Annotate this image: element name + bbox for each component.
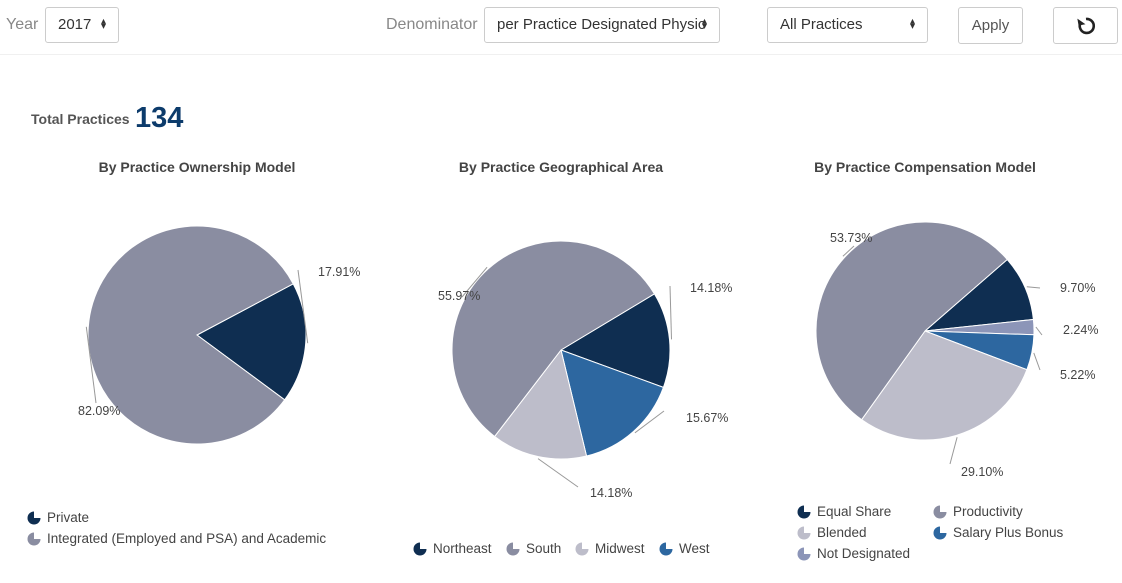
label-connector bbox=[842, 245, 855, 257]
legend-item[interactable]: Productivity bbox=[933, 504, 1023, 519]
pie-slice-private[interactable] bbox=[196, 283, 307, 401]
legend-label: South bbox=[526, 541, 562, 556]
pie-slice-integrated-employed-and-psa-and-academic[interactable] bbox=[87, 225, 294, 445]
legend-label: Not Designated bbox=[817, 546, 911, 561]
legend-label: Midwest bbox=[595, 541, 645, 556]
data-label: 82.09% bbox=[78, 404, 120, 418]
legend-item[interactable]: Northeast bbox=[413, 541, 492, 556]
denominator-label: Denominator bbox=[386, 16, 478, 33]
data-label: 29.10% bbox=[961, 465, 1003, 479]
legend-item[interactable]: Blended bbox=[797, 525, 867, 540]
refresh-icon bbox=[1076, 17, 1095, 35]
denominator-select[interactable]: per Practice Designated Physic ▴▾ bbox=[484, 7, 720, 43]
denominator-select-value: per Practice Designated Physic bbox=[497, 16, 706, 33]
year-select[interactable]: 2017 ▴▾ bbox=[45, 7, 119, 43]
pie-legend-icon bbox=[933, 526, 947, 540]
pie-slice-south[interactable] bbox=[451, 240, 656, 438]
legend-label: Salary Plus Bonus bbox=[953, 525, 1064, 540]
chart-title-compensation: By Practice Compensation Model bbox=[814, 159, 1036, 175]
label-connector bbox=[297, 269, 309, 344]
reset-button[interactable] bbox=[1053, 7, 1118, 44]
pie-legend-icon bbox=[659, 542, 673, 556]
pie-legend-icon bbox=[506, 542, 520, 556]
apply-button[interactable]: Apply bbox=[958, 7, 1023, 44]
pie-slice-midwest[interactable] bbox=[493, 348, 588, 460]
data-label: 5.22% bbox=[1060, 368, 1095, 382]
legend-item[interactable]: Midwest bbox=[575, 541, 645, 556]
pie-legend-icon bbox=[27, 532, 41, 546]
pie-slice-blended[interactable] bbox=[860, 330, 1028, 441]
label-connector bbox=[461, 266, 488, 298]
pie-legend-icon bbox=[797, 505, 811, 519]
label-connector bbox=[634, 410, 665, 434]
data-label: 15.67% bbox=[686, 411, 728, 425]
label-connector bbox=[949, 437, 958, 465]
label-connector bbox=[537, 458, 579, 488]
pie-legend-icon bbox=[797, 526, 811, 540]
pie-slice-productivity[interactable] bbox=[815, 221, 1008, 421]
pie-legend-icon bbox=[413, 542, 427, 556]
legend-label: Integrated (Employed and PSA) and Academ… bbox=[47, 531, 327, 546]
pie-legend-icon bbox=[575, 542, 589, 556]
label-connector bbox=[85, 326, 97, 404]
data-label: 2.24% bbox=[1063, 323, 1098, 337]
sort-caret-icon: ▴▾ bbox=[699, 16, 710, 26]
data-label: 55.97% bbox=[438, 289, 480, 303]
pie-slice-west[interactable] bbox=[560, 349, 665, 457]
legend-item[interactable]: Salary Plus Bonus bbox=[933, 525, 1063, 540]
label-connector bbox=[1035, 326, 1043, 336]
legend-item[interactable]: South bbox=[506, 541, 561, 556]
legend-item[interactable]: Integrated (Employed and PSA) and Academ… bbox=[27, 531, 326, 546]
practices-select-value: All Practices bbox=[780, 16, 863, 33]
filter-toolbar: Year 2017 ▴▾ Denominator per Practice De… bbox=[0, 0, 1122, 55]
legend-label: Northeast bbox=[433, 541, 492, 556]
sort-caret-icon: ▴▾ bbox=[98, 16, 109, 26]
legend-label: Private bbox=[47, 510, 90, 525]
legend-item[interactable]: Not Designated bbox=[797, 546, 910, 561]
legend-label: West bbox=[679, 541, 710, 556]
data-label: 14.18% bbox=[690, 281, 732, 295]
data-label: 9.70% bbox=[1060, 281, 1095, 295]
chart-title-ownership: By Practice Ownership Model bbox=[98, 159, 296, 175]
sort-caret-icon: ▴▾ bbox=[907, 16, 918, 26]
total-practices-label: Total Practices bbox=[31, 111, 130, 127]
label-connector bbox=[1033, 352, 1041, 371]
legend-item[interactable]: Private bbox=[27, 510, 89, 525]
total-practices-value: 134 bbox=[135, 102, 184, 134]
pie-legend-icon bbox=[27, 511, 41, 525]
data-label: 17.91% bbox=[318, 265, 360, 279]
pie-legend-icon bbox=[933, 505, 947, 519]
legend-item[interactable]: Equal Share bbox=[797, 504, 891, 519]
year-label: Year bbox=[6, 16, 39, 33]
label-connector bbox=[669, 285, 672, 340]
pie-slice-northeast[interactable] bbox=[559, 293, 671, 389]
practices-select[interactable]: All Practices ▴▾ bbox=[767, 7, 928, 43]
data-label: 53.73% bbox=[830, 231, 872, 245]
year-select-value: 2017 bbox=[58, 16, 92, 33]
legend-label: Equal Share bbox=[817, 504, 892, 519]
chart-title-geography: By Practice Geographical Area bbox=[458, 159, 664, 175]
label-connector bbox=[1026, 286, 1041, 289]
legend-item[interactable]: West bbox=[659, 541, 710, 556]
legend-label: Productivity bbox=[953, 504, 1023, 519]
legend-label: Blended bbox=[817, 525, 867, 540]
data-label: 14.18% bbox=[590, 486, 632, 500]
pie-legend-icon bbox=[797, 547, 811, 561]
